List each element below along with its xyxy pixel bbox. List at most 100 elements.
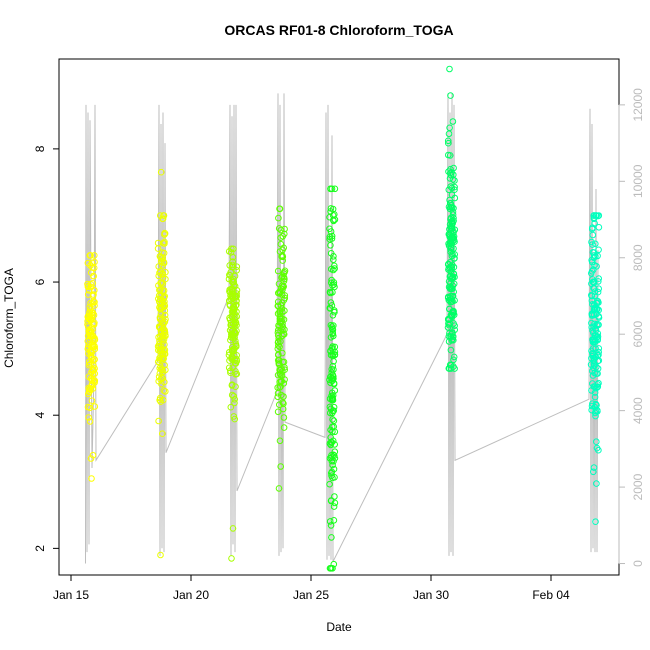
data-point <box>329 375 337 383</box>
data-point <box>229 288 236 295</box>
data-point <box>84 321 91 328</box>
data-point <box>451 273 458 281</box>
x-tick-label: Jan 30 <box>413 588 449 602</box>
data-point <box>450 280 458 288</box>
data-point <box>274 384 282 391</box>
y2-tick-label: 12000 <box>631 88 645 122</box>
data-point <box>155 282 162 289</box>
data-point <box>589 367 596 375</box>
data-point <box>450 311 458 319</box>
data-point <box>91 286 98 294</box>
data-point <box>330 403 338 411</box>
data-point <box>447 224 455 231</box>
data-point <box>159 215 166 223</box>
data-point <box>281 376 288 383</box>
data-point <box>331 211 338 218</box>
data-point <box>450 320 457 327</box>
data-point <box>162 388 169 395</box>
data-point <box>448 220 456 228</box>
x-tick-label: Jan 15 <box>53 588 89 602</box>
data-point <box>587 361 595 368</box>
series-rf01 <box>84 252 99 482</box>
data-point <box>275 360 283 368</box>
data-point <box>451 326 459 334</box>
data-point <box>227 333 235 341</box>
data-point <box>278 274 285 281</box>
data-point <box>88 397 96 405</box>
data-point <box>330 266 337 274</box>
data-point <box>330 465 338 473</box>
x-tick-label: Jan 25 <box>293 588 329 602</box>
y-tick-label: 8 <box>33 145 47 152</box>
data-point <box>91 298 98 306</box>
data-point <box>449 261 456 269</box>
data-point <box>589 231 597 239</box>
data-point <box>592 412 599 420</box>
y-tick-label: 2 <box>33 545 47 552</box>
data-point <box>89 451 97 459</box>
y-axis-label: Chloroform_TOGA <box>2 268 16 368</box>
data-point <box>594 288 602 296</box>
data-point <box>278 253 286 260</box>
data-point <box>328 323 336 330</box>
data-point <box>594 305 601 313</box>
data-point <box>85 361 93 369</box>
data-point <box>329 409 336 417</box>
data-point <box>446 152 454 159</box>
data-point <box>159 262 166 269</box>
data-point <box>91 319 98 327</box>
data-point <box>281 366 289 374</box>
data-point <box>279 282 286 289</box>
data-point <box>595 446 602 454</box>
data-point <box>232 294 240 301</box>
data-point <box>277 234 285 241</box>
data-point <box>155 333 162 341</box>
data-point <box>279 349 286 357</box>
data-point <box>447 362 455 369</box>
y2-tick-label: 0 <box>631 560 645 567</box>
series-rf02 <box>154 168 169 559</box>
data-point <box>329 392 337 399</box>
data-point <box>444 261 452 268</box>
data-point <box>326 376 333 384</box>
data-point <box>328 534 335 541</box>
y-tick-label: 6 <box>33 278 47 285</box>
data-point <box>329 352 337 360</box>
data-point <box>155 323 163 331</box>
data-point <box>161 302 168 310</box>
data-point <box>446 230 453 237</box>
data-point <box>327 409 334 417</box>
data-point <box>331 343 339 351</box>
data-point <box>331 428 339 436</box>
data-point <box>162 316 169 323</box>
data-point <box>593 438 600 446</box>
data-point <box>157 551 164 559</box>
y2-tick-label: 2000 <box>631 473 645 500</box>
data-point <box>159 271 166 278</box>
data-point <box>159 368 167 376</box>
data-point <box>87 360 94 368</box>
data-point <box>275 225 283 232</box>
data-point <box>326 518 334 525</box>
data-point <box>230 413 238 420</box>
data-point <box>276 288 283 296</box>
data-point <box>327 321 335 329</box>
plot-frame <box>58 58 620 576</box>
data-point <box>450 356 457 364</box>
data-point <box>277 240 285 248</box>
data-point <box>229 364 236 372</box>
data-point <box>228 330 235 338</box>
data-point <box>595 313 603 320</box>
data-point <box>279 257 287 264</box>
data-point <box>91 258 98 266</box>
data-point <box>281 230 288 238</box>
data-point <box>231 330 239 337</box>
data-point <box>590 464 598 471</box>
data-point <box>87 455 95 462</box>
data-point <box>91 252 98 259</box>
data-point <box>161 341 168 348</box>
data-point <box>231 396 238 403</box>
data-point <box>231 293 239 301</box>
data-point <box>330 322 337 329</box>
data-point <box>328 302 336 309</box>
